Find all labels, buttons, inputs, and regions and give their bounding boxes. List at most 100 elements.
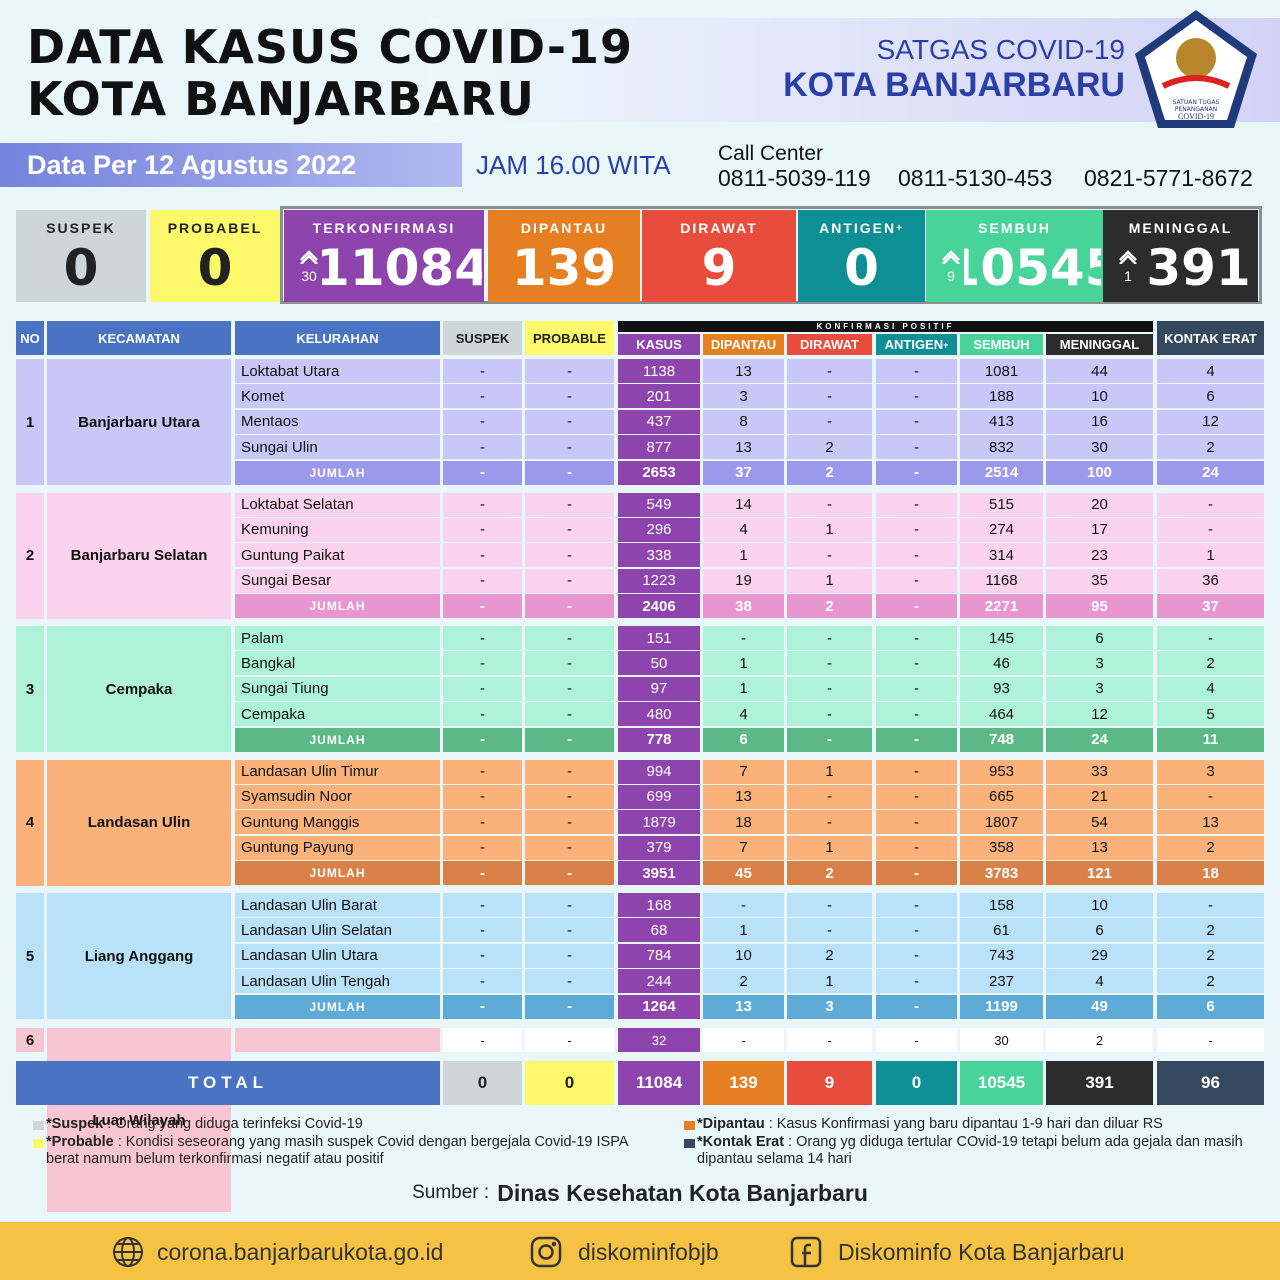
summary-label: PROBABEL <box>167 220 263 236</box>
data-cell: - <box>525 810 614 835</box>
data-cell: - <box>876 943 957 968</box>
column-header: DIPANTAU <box>703 334 784 355</box>
data-cell: - <box>443 517 522 542</box>
data-cell: 4 <box>1046 969 1153 994</box>
data-cell: - <box>443 568 522 593</box>
data-cell: 10 <box>1046 893 1153 917</box>
summary-value: 0 <box>844 239 879 297</box>
data-cell: 2 <box>1157 435 1264 460</box>
data-cell: - <box>703 893 784 917</box>
note: *Dipantau : Kasus Konfirmasi yang baru d… <box>697 1116 1267 1156</box>
data-cell: 61 <box>960 918 1043 943</box>
data-cell: - <box>443 969 522 994</box>
subtotal-cell: 3783 <box>960 861 1043 886</box>
data-cell: - <box>876 384 957 409</box>
data-cell: 1223 <box>618 568 700 593</box>
subdistrict-name: Palam <box>235 626 440 650</box>
subtotal-cell: - <box>876 994 957 1019</box>
subdistrict-name: Landasan Ulin Utara <box>235 943 440 968</box>
data-cell: 29 <box>1046 943 1153 968</box>
note-term: *Suspek <box>46 1116 104 1132</box>
row-number: 2 <box>16 492 44 619</box>
subtotal-label: JUMLAH <box>235 994 440 1019</box>
data-cell: - <box>876 784 957 809</box>
data-cell: - <box>443 835 522 860</box>
subdistrict-name: Landasan Ulin Selatan <box>235 918 440 943</box>
data-cell: - <box>876 702 957 727</box>
subtotal-cell: - <box>443 994 522 1019</box>
data-cell: - <box>443 702 522 727</box>
row-number: 1 <box>16 359 44 485</box>
data-cell: 12 <box>1046 702 1153 727</box>
phone: 0811-5039-119 <box>718 165 871 191</box>
subtotal-cell: 3951 <box>618 861 700 886</box>
summary-label: MENINGGAL <box>1128 220 1233 236</box>
phone: 0811-5130-453 <box>898 165 1053 191</box>
data-cell: - <box>525 893 614 917</box>
column-header: KASUS <box>618 334 700 355</box>
data-cell: 4 <box>703 702 784 727</box>
note-text: : Kasus Konfirmasi yang baru dipantau 1-… <box>764 1116 1163 1132</box>
subtotal-cell: 11 <box>1157 727 1264 752</box>
column-header: SEMBUH <box>960 334 1043 355</box>
data-cell: 437 <box>618 409 700 434</box>
column-header: KELURAHAN <box>235 321 440 355</box>
subtotal-cell: 1264 <box>618 994 700 1019</box>
data-cell: 23 <box>1046 543 1153 568</box>
subdistrict-name: Guntung Manggis <box>235 810 440 835</box>
note-term: *Dipantau <box>697 1116 765 1132</box>
subtotal-cell: - <box>876 727 957 752</box>
call-center-label: Call Center <box>718 142 824 165</box>
row-number: 5 <box>16 893 44 1019</box>
subdistrict-name: Loktabat Utara <box>235 359 440 383</box>
subtotal-cell: 121 <box>1046 861 1153 886</box>
subtotal-cell: 2653 <box>618 460 700 485</box>
data-cell: 10 <box>1046 384 1153 409</box>
data-cell: 2 <box>1157 918 1264 943</box>
note-term: *Probable <box>46 1134 114 1150</box>
data-cell: 1 <box>703 651 784 676</box>
logo-text: COVID-19 <box>1178 112 1214 121</box>
subtotal-cell: 2271 <box>960 594 1043 619</box>
subtotal-cell: 748 <box>960 727 1043 752</box>
data-cell: 1879 <box>618 810 700 835</box>
data-cell: - <box>443 676 522 701</box>
data-cell: 743 <box>960 943 1043 968</box>
data-cell: 1 <box>787 969 872 994</box>
summary-value: 391 <box>1146 239 1251 297</box>
subtotal-cell: 2 <box>787 460 872 485</box>
data-cell: - <box>787 784 872 809</box>
group-header: KONFIRMASI POSITIF <box>618 321 1153 332</box>
total-cell: 96 <box>1157 1061 1264 1105</box>
subtotal-cell: 24 <box>1157 460 1264 485</box>
data-cell: 33 <box>1046 759 1153 784</box>
data-cell: - <box>876 543 957 568</box>
delta-caret <box>298 248 320 265</box>
data-cell: - <box>525 759 614 784</box>
subtotal-cell: - <box>525 861 614 886</box>
instagram-icon <box>530 1236 562 1268</box>
data-cell: - <box>525 943 614 968</box>
subdistrict-name: Sungai Tiung <box>235 676 440 701</box>
data-cell: 4 <box>1157 359 1264 383</box>
total-cell: 139 <box>703 1061 784 1105</box>
data-cell: 3 <box>1157 759 1264 784</box>
summary-label: SEMBUH <box>978 220 1051 236</box>
data-cell: - <box>443 626 522 650</box>
summary-delta: 9 <box>947 268 955 284</box>
data-cell: 784 <box>618 943 700 968</box>
data-cell: 13 <box>1046 835 1153 860</box>
note-term: *Kontak Erat <box>697 1134 785 1150</box>
total-cell: 0 <box>525 1061 614 1105</box>
subdistrict-name: Syamsudin Noor <box>235 784 440 809</box>
data-cell: - <box>876 969 957 994</box>
data-cell: - <box>1157 517 1264 542</box>
column-header: MENINGGAL <box>1046 334 1153 355</box>
data-cell: 13 <box>703 784 784 809</box>
time: JAM 16.00 WITA <box>476 150 671 180</box>
data-cell: 953 <box>960 759 1043 784</box>
column-header: KONTAK ERAT <box>1157 321 1264 355</box>
district-name: Banjarbaru Utara <box>47 359 231 485</box>
data-cell: - <box>876 918 957 943</box>
data-cell: 1 <box>703 918 784 943</box>
